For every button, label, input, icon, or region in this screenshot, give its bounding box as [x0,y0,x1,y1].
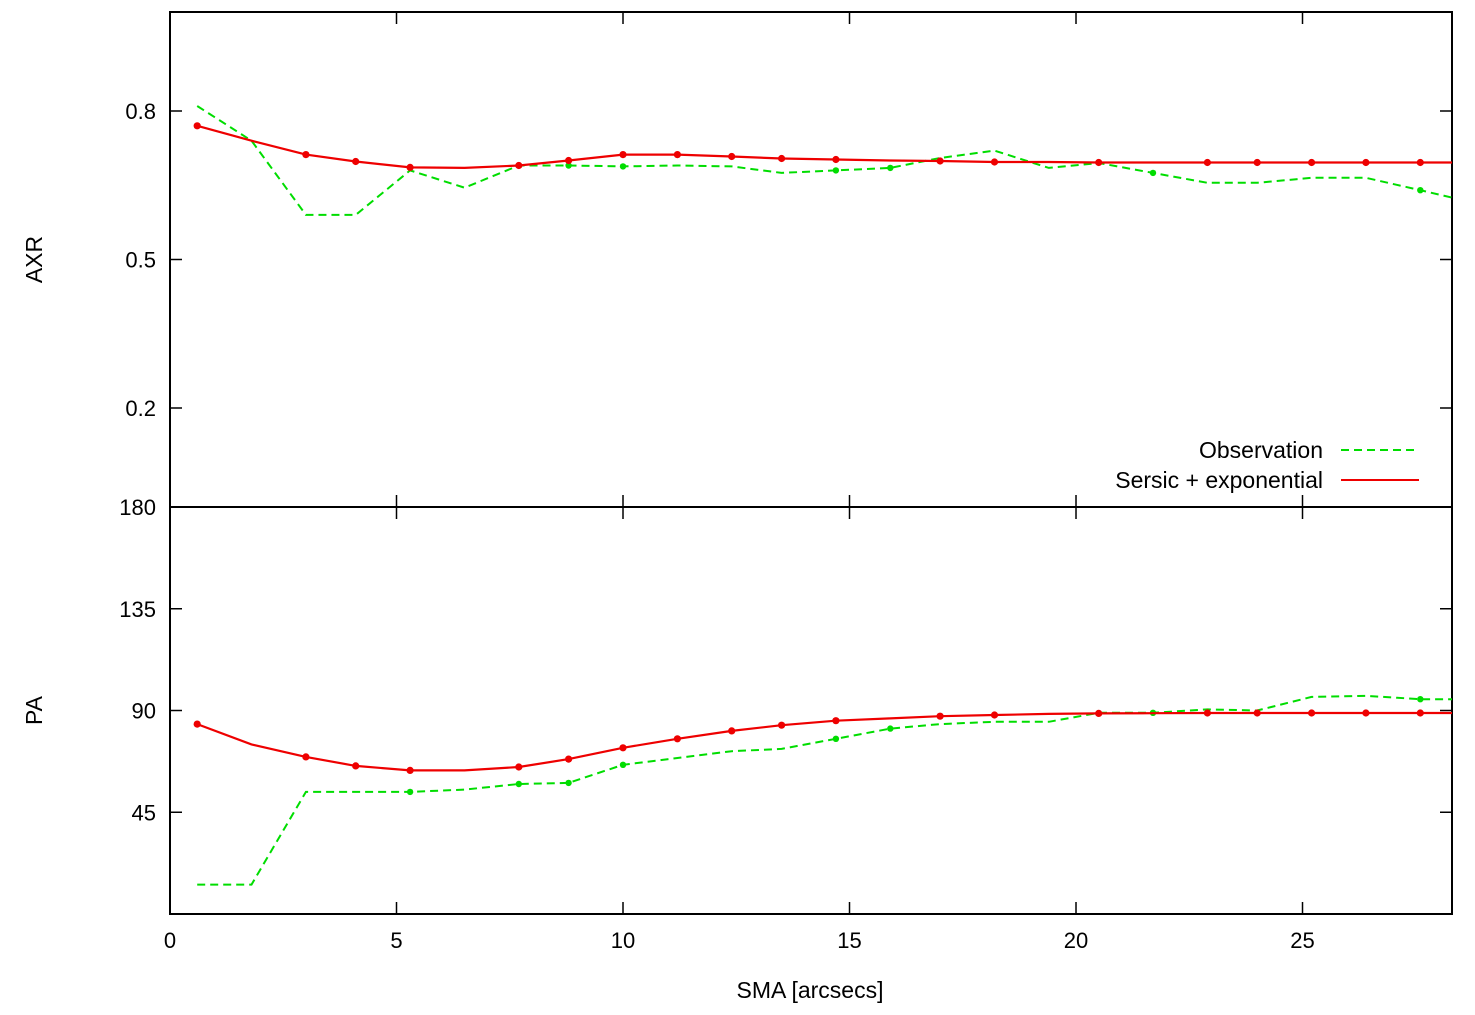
pa-observation-point [619,761,627,768]
pa-model-point [1095,709,1103,718]
pa-model-point [406,766,414,775]
pa-y-tick-label: 45 [132,800,156,825]
axr-model-point [302,151,310,159]
x-axis-title: SMA [arcsecs] [737,977,884,1003]
pa-model-point [936,712,944,720]
axr-plot-frame [169,11,1453,508]
axr-model-point [1203,158,1211,167]
axr-model-point [1416,158,1424,167]
axr-model-point [1362,158,1370,167]
pa-model-point [619,744,627,752]
pa-model-point [778,721,786,729]
axr-model-point [1308,158,1316,167]
axr-y-tick-label: 0.2 [125,396,156,421]
legend-label-model: Sersic + exponential [1115,467,1323,493]
x-tick-label: 5 [390,928,402,953]
pa-model-point [1308,709,1316,717]
pa-observation-point [887,725,894,732]
pa-model-point [565,755,573,763]
legend: Observation Sersic + exponential [1115,437,1419,493]
x-tick-label: 0 [164,928,176,953]
pa-model-point [673,735,682,743]
pa-y-tick-label: 90 [132,699,156,724]
pa-model-point [990,711,999,719]
x-tick-label: 15 [837,928,861,953]
pa-model-point [515,763,523,771]
pa-model-point [728,727,736,735]
axr-observation-point [887,164,894,172]
axr-model-point [832,155,840,164]
axr-observation-point [1417,187,1424,194]
axr-observation-series-line [196,105,1453,216]
axr-model-point [673,151,682,159]
pa-y-tick-label: 135 [119,597,156,622]
pa-model-point [1416,709,1424,717]
axr-model-point [565,156,573,165]
legend-label-observation: Observation [1199,437,1323,463]
pa-observation-point [565,779,572,787]
x-tick-label: 10 [611,928,635,953]
axr-observation-point [832,167,840,174]
axr-model-point [778,154,786,163]
axr-y-tick-label: 0.8 [125,99,156,124]
pa-observation-point [832,735,840,742]
axr-model-point [193,122,201,130]
pa-observation-point [1417,696,1424,703]
pa-model-point [193,720,201,728]
axr-observation-point [565,162,572,169]
pa-y-axis-title: PA [21,695,47,725]
pa-model-point [1203,709,1211,717]
axr-model-point [936,157,944,165]
pa-model-point [302,753,310,761]
pa-model-point [1253,709,1261,717]
pa-panel: 45 90 135 180 0 5 10 15 20 25 PA SMA [arcsecs] [21,495,1453,1003]
axr-panel: 0.2 0.5 0.8 AXR [21,11,1453,508]
pa-model-point [832,717,840,725]
x-tick-label: 20 [1064,928,1088,953]
axr-model-point [990,158,999,166]
axr-model-point [515,161,523,170]
pa-y-tick-label: 180 [119,495,156,520]
axr-model-point [406,163,414,171]
axr-y-tick-label: 0.5 [125,248,156,273]
axr-y-axis-title: AXR [21,236,47,283]
pa-observation-point [406,788,414,796]
axr-model-point [619,151,627,159]
axr-model-point [1253,158,1261,167]
axr-model-point [728,152,736,161]
pa-model-series-line [196,711,1452,772]
axr-model-series-line [196,124,1452,170]
pa-model-point [352,762,360,770]
pa-model-point [1362,709,1370,717]
x-tick-label: 25 [1290,928,1314,953]
pa-observation-point [515,780,522,788]
axr-model-point [1095,158,1103,167]
pa-observation-series-line [197,694,1452,886]
axr-observation-point [1149,169,1157,177]
axr-observation-point [619,163,627,170]
axr-model-point [352,157,360,166]
